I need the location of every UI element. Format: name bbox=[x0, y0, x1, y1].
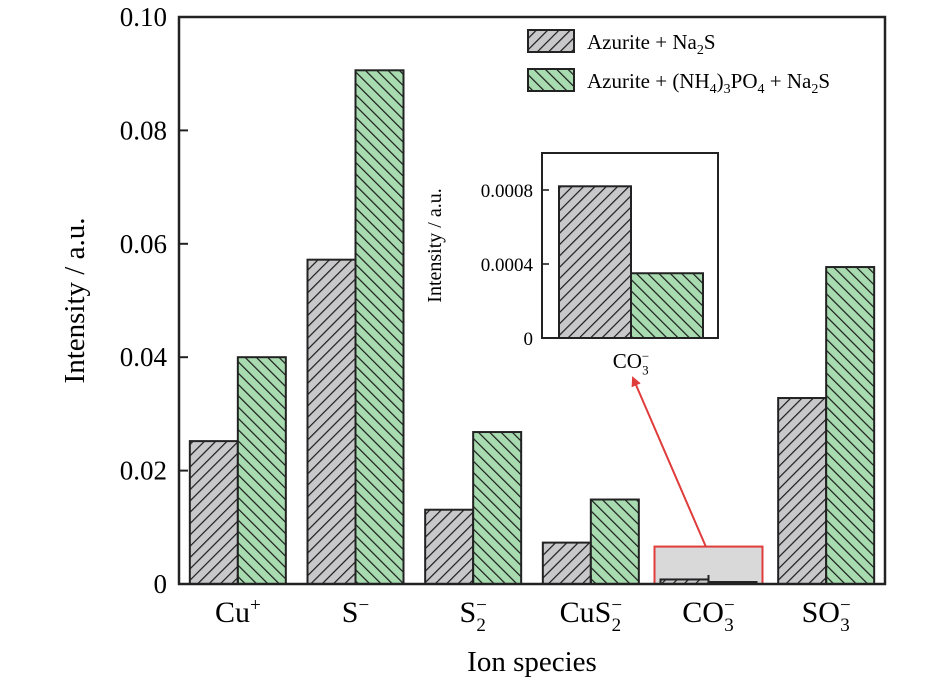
x-axis-title: Ion species bbox=[467, 646, 597, 678]
bars bbox=[188, 69, 876, 586]
y-tick-label: 0.04 bbox=[120, 342, 168, 372]
bar-series1-0 bbox=[188, 440, 239, 585]
inset-y-axis-title: Intensity / a.u. bbox=[424, 188, 446, 302]
y-tick-label: 0.02 bbox=[120, 456, 167, 486]
x-tick-label-1: S− bbox=[342, 595, 369, 629]
bar-series2-2 bbox=[472, 431, 523, 585]
inset-y-tick-label: 0 bbox=[524, 329, 534, 350]
y-tick-label: 0 bbox=[154, 569, 168, 599]
inset-chart: 0 0.0004 0.0008 Intensity / a.u. CO− 3 bbox=[424, 152, 719, 377]
inset-y-tick-label: 0.0008 bbox=[481, 181, 533, 202]
y-tick-label: 0.10 bbox=[120, 2, 167, 32]
x-tick-label-0: Cu+ bbox=[215, 595, 261, 629]
x-tick-label-4: CO− 3 bbox=[682, 595, 734, 636]
bar-series2-1 bbox=[354, 69, 405, 586]
x-tick-label-3: CuS− 2 bbox=[560, 595, 622, 636]
x-tick-label-2: S− 2 bbox=[459, 595, 486, 636]
y-axis-title: Intensity / a.u. bbox=[59, 218, 91, 384]
bar-series2-3 bbox=[589, 498, 640, 585]
inset-x-tick-label: CO− 3 bbox=[613, 348, 650, 377]
y-tick-label: 0.08 bbox=[120, 115, 167, 145]
legend-label-1: Azurite + Na2S bbox=[587, 30, 716, 58]
y-tick-label: 0.06 bbox=[120, 229, 167, 259]
legend: Azurite + Na2S Azurite + (NH4)3PO4 + Na2S bbox=[527, 29, 830, 97]
plot-frame bbox=[177, 15, 887, 586]
bar-series2-5 bbox=[825, 266, 876, 585]
x-tick-label-5: SO− 3 bbox=[802, 595, 851, 636]
y-axis: 0 0.02 0.04 0.06 0.08 0.10 bbox=[120, 2, 188, 599]
legend-label-2: Azurite + (NH4)3PO4 + Na2S bbox=[587, 69, 830, 97]
legend-swatch-1 bbox=[527, 29, 575, 53]
legend-swatch-2 bbox=[527, 68, 575, 92]
inset-bar-series1 bbox=[558, 185, 632, 339]
inset-bar-series2 bbox=[630, 272, 704, 339]
inset-y-tick-label: 0.0004 bbox=[481, 255, 534, 276]
x-axis: Cu+ S− S− 2 CuS− 2 CO− 3 SO− 3 bbox=[215, 575, 851, 636]
bar-series1-3 bbox=[541, 541, 592, 586]
bar-series1-5 bbox=[777, 397, 828, 585]
bar-series2-0 bbox=[236, 356, 287, 586]
bar-series1-1 bbox=[306, 258, 357, 585]
callout-arrow bbox=[631, 376, 707, 548]
bar-series1-2 bbox=[424, 508, 475, 585]
